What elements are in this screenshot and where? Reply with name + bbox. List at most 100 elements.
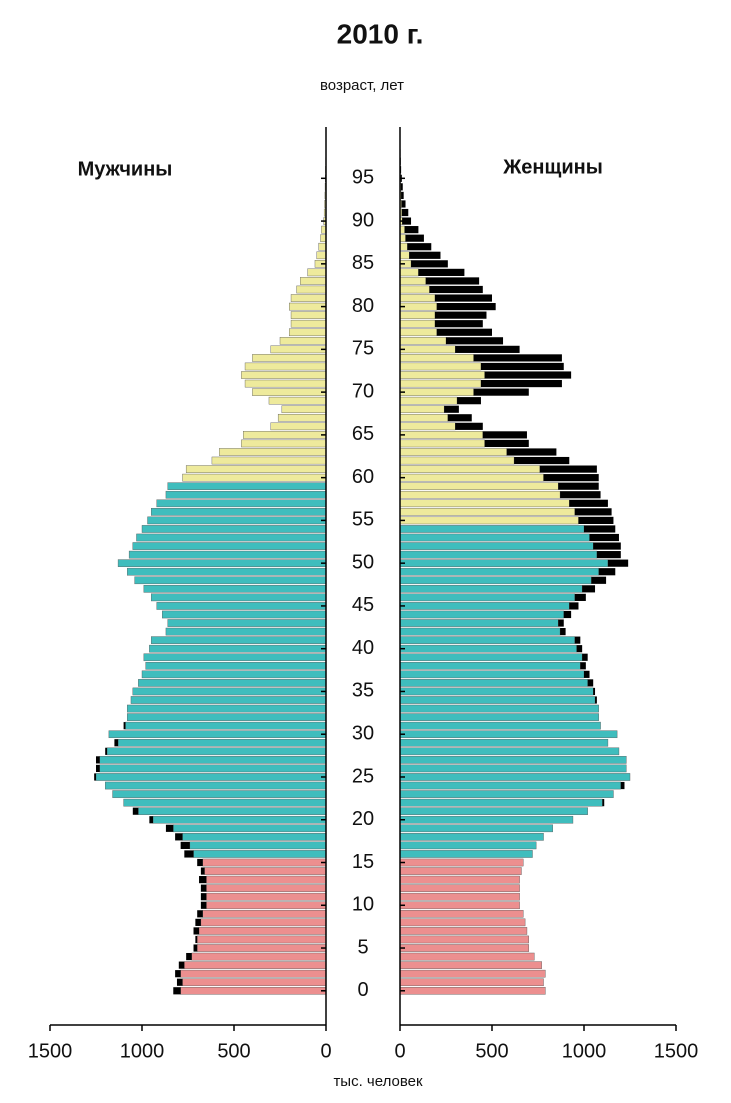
x-tick-label: 500 [475,1040,508,1062]
excess-bar [200,867,205,875]
excess-bar [584,670,590,678]
excess-bar [401,191,404,200]
bar [165,627,327,636]
excess-bar [434,320,483,328]
excess-bar [193,927,200,935]
bar [193,850,327,858]
y-tick-label: 10 [352,894,374,916]
bar [399,738,609,747]
x-tick-label: 0 [394,1040,405,1062]
excess-bar [582,653,588,661]
bar [300,277,327,285]
excess-bar [173,987,181,995]
excess-bar [429,285,483,294]
bar [399,935,530,944]
bar [147,516,327,525]
bar [145,662,327,670]
bar [399,345,456,354]
excess-bar [473,354,562,362]
bar [399,328,437,337]
y-tick-label: 25 [352,765,374,787]
bar [150,508,327,516]
bar [184,961,327,969]
excess-bar [484,439,529,448]
y-tick-label: 90 [352,209,374,231]
bar [281,405,327,414]
bar [123,798,327,807]
bar [130,696,327,704]
bar [399,875,520,884]
excess-bar [176,978,183,986]
x-tick-label: 1000 [562,1040,607,1062]
bar [244,379,327,388]
bar [167,619,327,627]
excess-bar [539,465,597,473]
excess-bar [447,414,472,422]
y-tick-label: 65 [352,423,374,445]
bar [138,679,327,687]
bar [399,251,410,260]
excess-bar [574,636,581,644]
bar [241,371,327,379]
bar [277,413,327,422]
bar [399,721,601,730]
y-tick-label: 70 [352,380,374,402]
excess-bar [186,952,192,961]
bar [399,679,588,687]
bar [95,773,327,781]
excess-bar [560,627,566,636]
excess-bar [484,371,572,379]
bar [189,841,327,850]
bar [399,516,579,525]
excess-bar [197,858,203,867]
bar [399,465,541,473]
bar [128,550,327,559]
bar [182,978,327,987]
bar [112,790,327,798]
y-tick-label: 45 [352,594,374,616]
bar [399,499,570,508]
y-tick-label: 85 [352,252,374,274]
y-tick-label: 95 [352,167,374,189]
excess-bar [480,362,564,371]
excess-bar [455,345,520,353]
excess-bar [591,576,607,584]
excess-bar [574,593,586,601]
bar [399,525,585,533]
excess-bar [602,799,605,807]
bar [399,747,620,756]
bar [399,610,564,619]
bar [191,952,327,961]
bar [399,422,456,431]
bar [127,567,327,576]
bar [156,499,327,508]
excess-bar [402,217,412,225]
y-tick-label: 80 [352,295,374,317]
bar [399,627,561,636]
bar [279,337,327,345]
y-axis-label: возраст, лет [320,77,404,94]
bar [399,585,583,593]
bar [399,944,530,952]
excess-bar [582,585,596,593]
bar [268,396,327,405]
bar [252,388,327,396]
x-tick-label: 1500 [654,1040,699,1062]
bar [206,884,327,892]
bar [182,473,327,482]
bar [156,602,327,610]
excess-bar [199,876,207,884]
excess-bar [200,893,207,901]
excess-bar [576,645,583,653]
bar [108,730,327,739]
excess-bar [418,268,465,276]
bar [198,927,327,935]
legend-women: Женщины [502,156,603,178]
bar [117,738,327,747]
excess-bar [580,662,586,670]
excess-bar [446,337,504,345]
bar [104,781,327,790]
excess-bar [436,328,492,336]
legend-men: Мужчины [78,158,173,180]
excess-bar [560,491,601,499]
